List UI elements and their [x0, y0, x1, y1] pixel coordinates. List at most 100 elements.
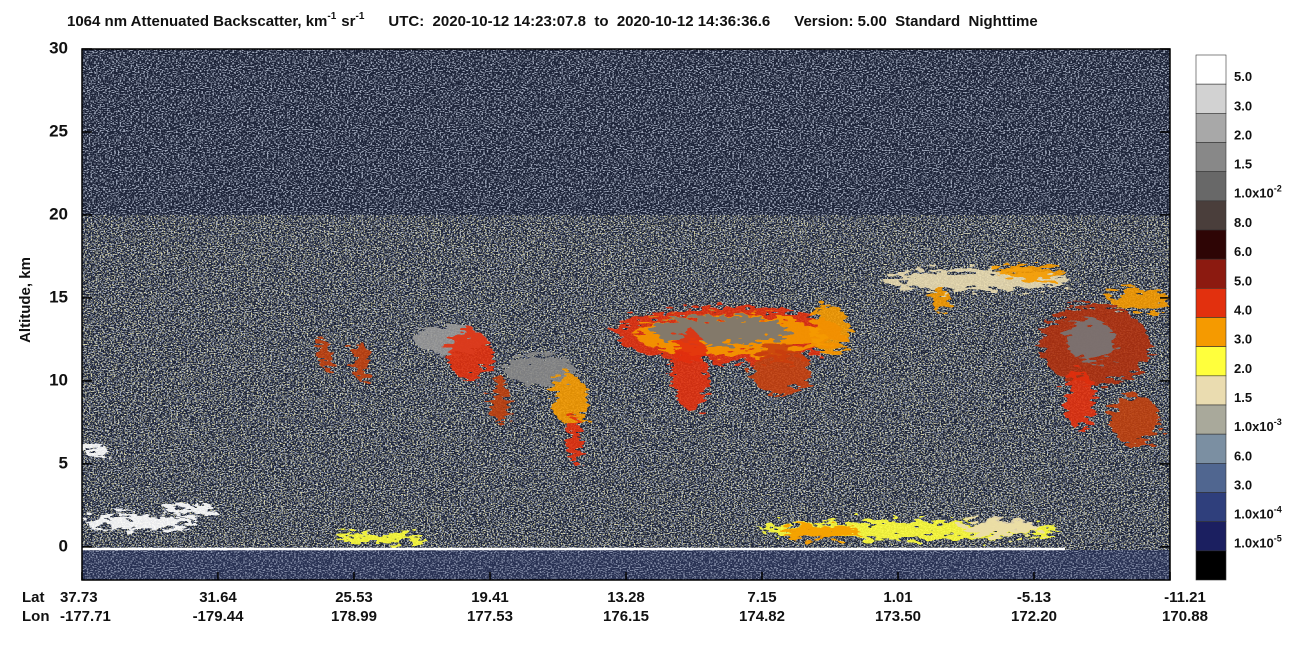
- x-tick-label: 172.20: [1011, 608, 1057, 625]
- colorbar-swatch: [1195, 113, 1227, 143]
- colorbar-swatch: [1195, 375, 1227, 406]
- colorbar-label-mantissa: 1.0x10: [1234, 507, 1274, 522]
- cloud-features: [83, 265, 1170, 543]
- cloud: [960, 520, 1040, 536]
- colorbar-label: 5.0: [1234, 69, 1252, 84]
- colorbar-label: 1.5: [1234, 157, 1252, 172]
- colorbar-label: 2.0: [1234, 361, 1252, 376]
- y-tick-label: 25: [49, 121, 68, 140]
- colorbar-label-mantissa: 1.0x10: [1234, 536, 1274, 551]
- cloud: [1110, 395, 1160, 445]
- cloud: [1110, 288, 1170, 312]
- colorbar-label: 2.0: [1234, 128, 1252, 143]
- colorbar-swatch: [1195, 171, 1227, 202]
- cloud: [352, 340, 368, 380]
- cloud: [83, 444, 107, 456]
- backscatter-image: [82, 49, 1170, 580]
- cloud: [995, 265, 1065, 279]
- x-row-label: Lat: [22, 589, 45, 606]
- x-tick-label: -5.13: [1017, 589, 1051, 606]
- cloud: [165, 504, 215, 516]
- x-tick-label: 170.88: [1162, 608, 1208, 625]
- colorbar-label-exponent: -4: [1274, 505, 1282, 515]
- colorbar-label: 3.0: [1234, 332, 1252, 347]
- colorbar-swatch: [1195, 258, 1227, 289]
- colorbar-label: 1.0x10-5: [1234, 534, 1282, 551]
- y-tick-label: 0: [59, 536, 68, 555]
- x-tick-label: 31.64: [199, 589, 237, 606]
- cloud: [448, 330, 492, 380]
- title-unit: sr: [341, 13, 355, 30]
- colorbar-swatch: [1195, 200, 1227, 231]
- x-tick-label: 178.99: [331, 608, 377, 625]
- x-tick-label: 177.53: [467, 608, 513, 625]
- colorbar-label: 1.5: [1234, 390, 1252, 405]
- colorbar-swatch: [1195, 142, 1227, 172]
- colorbar-label: 3.0: [1234, 478, 1252, 493]
- colorbar-swatch: [1195, 83, 1227, 114]
- cloud: [505, 355, 575, 385]
- colorbar-label: 6.0: [1234, 448, 1252, 463]
- colorbar-label: 8.0: [1234, 215, 1252, 230]
- cloud: [569, 415, 581, 465]
- colorbar-label: 3.0: [1234, 98, 1252, 113]
- cloud: [750, 345, 810, 395]
- cloud: [335, 533, 425, 543]
- colorbar-swatch: [1195, 54, 1227, 85]
- colorbar-swatch: [1195, 521, 1227, 552]
- cloud: [85, 515, 195, 529]
- x-tick-label: -11.21: [1164, 589, 1206, 606]
- x-tick-label: -177.71: [60, 608, 111, 625]
- colorbar-label: 5.0: [1234, 273, 1252, 288]
- x-tick-label: 13.28: [607, 589, 645, 606]
- colorbar-swatch: [1195, 492, 1227, 522]
- x-tick-label: 25.53: [335, 589, 373, 606]
- chart-title: 1064 nm Attenuated Backscatter, km-1 sr-1…: [67, 11, 1038, 30]
- colorbar-swatch: [1195, 317, 1227, 347]
- cloud: [810, 305, 850, 355]
- title-utc: UTC: 2020-10-12 14:23:07.8 to 2020-10-12…: [388, 13, 770, 30]
- cloud: [930, 288, 950, 312]
- x-tick-label: 19.41: [471, 589, 509, 606]
- y-tick-label: 15: [49, 287, 68, 306]
- x-tick-label: 176.15: [603, 608, 649, 625]
- cloud: [1065, 370, 1095, 430]
- colorbar-swatch: [1195, 550, 1227, 581]
- colorbar-swatch: [1195, 229, 1227, 260]
- colorbar-label-mantissa: 1.0x10: [1234, 186, 1274, 201]
- y-tick-label: 20: [49, 204, 68, 223]
- x-tick-label: 7.15: [747, 589, 776, 606]
- colorbar-swatch: [1195, 346, 1227, 377]
- colorbar-label-exponent: -2: [1274, 184, 1282, 194]
- colorbar-swatch: [1195, 288, 1227, 318]
- y-tick-label: 5: [59, 453, 68, 472]
- x-tick-label: 174.82: [739, 608, 785, 625]
- cloud: [650, 316, 790, 344]
- title-exponent: -1: [327, 11, 336, 22]
- colorbar-swatch: [1195, 433, 1227, 464]
- colorbar-label: 6.0: [1234, 244, 1252, 259]
- colorbar-label: 1.0x10-3: [1234, 417, 1282, 434]
- colorbar-swatch: [1195, 404, 1227, 435]
- colorbar-label: 1.0x10-2: [1234, 184, 1282, 201]
- noise-layer: [82, 215, 1170, 550]
- y-axis-label: Altitude, km: [17, 257, 34, 343]
- x-tick-label: 37.73: [60, 589, 98, 606]
- colorbar-label-mantissa: 1.0x10: [1234, 419, 1274, 434]
- colorbar-label-exponent: -5: [1274, 534, 1282, 544]
- axes: 0 5 10 15 20 25 30 Lat 37.73 31.64 25.53 19.41 13.28…: [22, 38, 1282, 624]
- cloud: [492, 375, 508, 425]
- cloud: [672, 330, 708, 410]
- x-tick-label: 1.01: [883, 589, 912, 606]
- x-tick-label: 173.50: [875, 608, 921, 625]
- cloud: [319, 340, 331, 370]
- y-tick-label: 30: [49, 38, 68, 57]
- cloud: [1065, 320, 1115, 360]
- colorbar-label-exponent: -3: [1274, 417, 1282, 427]
- title-exponent: -1: [355, 11, 364, 22]
- x-tick-label: -179.44: [193, 608, 245, 625]
- title-version: Version: 5.00 Standard Nighttime: [794, 13, 1037, 30]
- colorbar-swatch: [1195, 463, 1227, 493]
